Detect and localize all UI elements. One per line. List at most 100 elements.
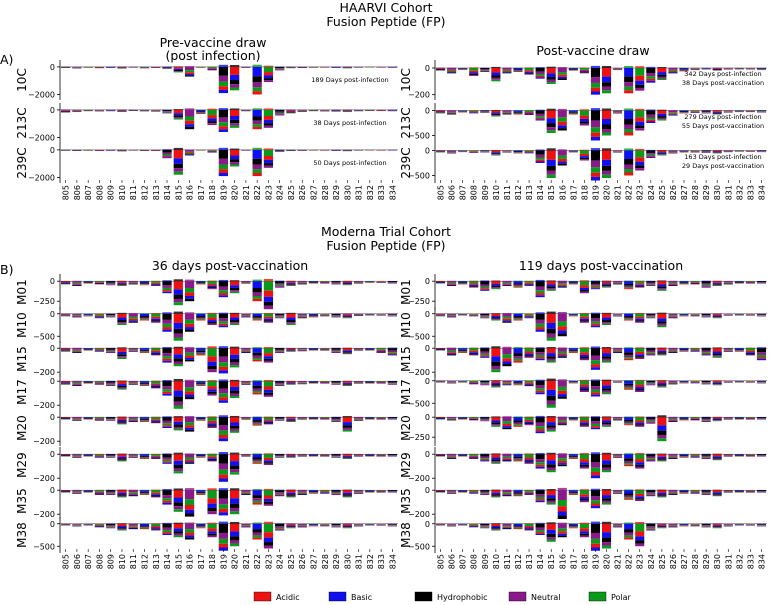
logo-letter-segment (624, 498, 634, 500)
logo-letter-segment (646, 527, 656, 529)
logo-letter-segment (557, 286, 567, 288)
logo-letter-segment (624, 463, 634, 465)
logo-letter-segment (447, 110, 457, 112)
logo-letter-segment (241, 455, 251, 456)
logo-letter-segment (602, 380, 612, 386)
logo-positive-segment (184, 522, 195, 524)
logo-letter-segment (173, 354, 183, 359)
logo-letter-segment (151, 285, 161, 286)
logo-letter-segment (252, 461, 262, 463)
logo-letter-segment (139, 352, 150, 353)
logo-letter-segment (579, 528, 589, 532)
logo-letter-segment (668, 316, 678, 318)
logo-letter-segment (579, 380, 589, 385)
logo-letter-segment (151, 492, 161, 495)
logo-positive-segment (590, 452, 600, 455)
logo-letter-segment (275, 492, 285, 494)
logo-letter-segment (734, 110, 744, 112)
logo-letter-segment (469, 491, 479, 493)
logo-letter-segment (94, 418, 105, 420)
logo-letter-segment (546, 289, 556, 291)
logo-letter-segment (331, 418, 341, 420)
logo-letter-segment (579, 69, 589, 71)
logo-letter-segment (72, 382, 82, 384)
logo-letter-segment (331, 454, 341, 456)
logo-letter-segment (513, 456, 523, 459)
logo-letter-segment (602, 76, 612, 83)
logo-letter-segment (117, 356, 127, 358)
x-tick-label: 812 (141, 554, 150, 569)
logo-letter-segment (286, 496, 296, 498)
logo-positive-segment (218, 108, 228, 110)
logo-letter-segment (241, 525, 251, 527)
logo-letter-segment (602, 320, 612, 323)
logo-letter-segment (447, 492, 457, 493)
logo-letter-segment (263, 165, 274, 168)
logo-letter-segment (162, 502, 172, 505)
logo-letter-segment (263, 296, 274, 302)
logo-letter-segment (513, 348, 523, 354)
y-tick-label: −2000 (28, 133, 55, 142)
logo-letter-segment (690, 455, 700, 457)
logo-letter-segment (657, 281, 667, 285)
logo-letter-segment (297, 282, 307, 283)
logo-letter-segment (297, 455, 307, 456)
logo-letter-segment (230, 66, 240, 75)
logo-letter-segment (513, 527, 523, 529)
logo-letter-segment (657, 386, 667, 388)
logo-positive-segment (173, 346, 183, 349)
logo-letter-segment (376, 349, 386, 351)
logo-letter-segment (480, 284, 490, 287)
y-tick-label: 0 (50, 277, 55, 286)
logo-letter-segment (491, 454, 501, 458)
logo-letter-segment (447, 418, 457, 420)
logo-letter-segment (502, 71, 512, 73)
logo-letter-segment (635, 318, 645, 321)
logo-letter-segment (106, 493, 116, 495)
logo-positive-segment (173, 522, 183, 524)
logo-letter-segment (657, 289, 667, 291)
logo-letter-segment (668, 454, 678, 456)
logo-letter-segment (513, 358, 523, 361)
logo-letter-segment (690, 418, 700, 420)
logo-letter-segment (635, 321, 645, 323)
logo-letter-segment (624, 82, 634, 87)
logo-letter-segment (263, 305, 274, 310)
logo-letter-segment (162, 533, 172, 535)
logo-letter-segment (524, 529, 534, 531)
logo-letter-segment (207, 285, 217, 288)
logo-letter-segment (557, 353, 567, 356)
logo-letter-segment (151, 529, 161, 531)
logo-letter-segment (535, 313, 545, 320)
x-tick-label: 827 (680, 554, 689, 569)
logo-letter-segment (502, 458, 512, 460)
logo-letter-segment (151, 350, 161, 353)
logo-letter-segment (657, 154, 667, 155)
logo-letter-segment (734, 418, 744, 419)
logo-letter-segment (679, 112, 689, 113)
logo-letter-segment (436, 150, 446, 152)
logo-letter-segment (173, 497, 183, 503)
logo-letter-segment (252, 357, 262, 360)
logo-letter-segment (602, 360, 612, 363)
logo-letter-segment (139, 351, 150, 353)
logo-letter-segment (106, 526, 116, 528)
logo-letter-segment (94, 349, 105, 351)
logo-letter-segment (469, 380, 479, 382)
logo-letter-segment (646, 350, 656, 353)
logo-letter-segment (230, 422, 240, 426)
logo-letter-segment (513, 151, 523, 153)
logo-letter-segment (117, 283, 127, 285)
x-tick-label: 830 (713, 185, 722, 200)
legend-label-neutral: Neutral (531, 593, 561, 602)
x-tick-label: 830 (343, 185, 352, 200)
logo-letter-segment (546, 425, 556, 428)
logo-letter-segment (353, 281, 364, 283)
logo-letter-segment (241, 313, 251, 315)
logo-letter-segment (286, 527, 296, 529)
logo-letter-segment (353, 313, 364, 315)
logo-letter-segment (579, 150, 589, 154)
logo-letter-segment (635, 499, 645, 501)
logo-letter-segment (365, 281, 375, 282)
